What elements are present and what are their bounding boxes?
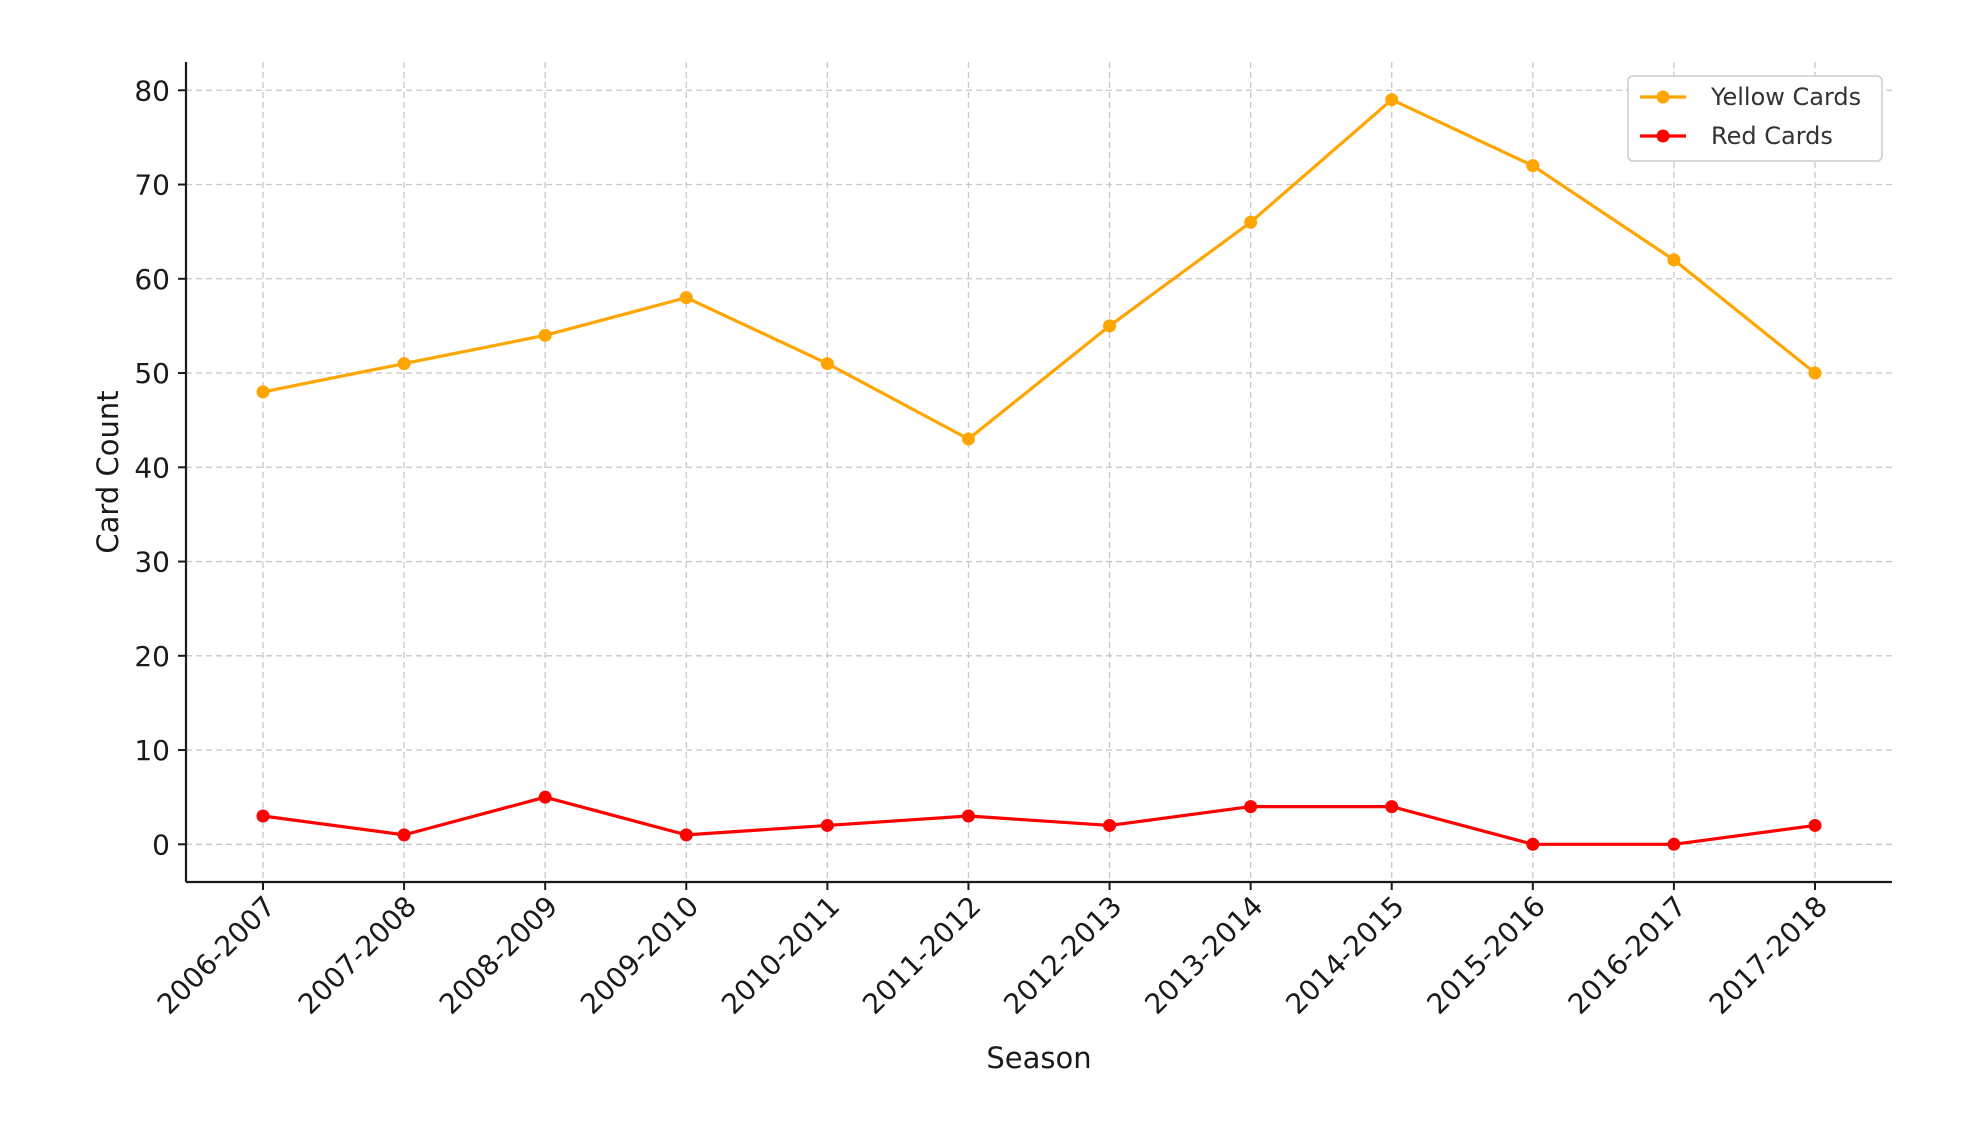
yellow-cards-point: [679, 291, 693, 305]
yellow-cards-legend-marker: [1656, 90, 1670, 104]
x-tick-label: 2016-2017: [1562, 890, 1693, 1021]
y-tick-label: 0: [152, 828, 170, 861]
yellow-cards-point: [961, 432, 975, 446]
x-tick-label: 2017-2018: [1703, 890, 1834, 1021]
y-tick-label: 30: [134, 546, 170, 579]
x-axis-label: Season: [986, 1041, 1091, 1075]
y-tick-label: 60: [134, 263, 170, 296]
yellow-cards-series: [256, 93, 1822, 446]
y-axis-label: Card Count: [91, 390, 125, 553]
yellow-cards-point: [1808, 366, 1822, 380]
yellow-cards-point: [1103, 319, 1117, 333]
y-tick-label: 40: [134, 451, 170, 484]
red-cards-point: [256, 809, 270, 823]
red-cards-legend-marker: [1656, 129, 1670, 143]
red-cards-point: [397, 828, 411, 842]
red-cards-point: [961, 809, 975, 823]
red-cards-point: [820, 818, 834, 832]
x-tick-label: 2014-2015: [1279, 890, 1410, 1021]
series: [256, 93, 1822, 851]
yellow-cards-line: [261, 98, 1817, 441]
x-tick-label: 2012-2013: [997, 890, 1128, 1021]
yellow-cards-legend-label: Yellow Cards: [1710, 83, 1861, 111]
axes: [184, 62, 1892, 884]
x-tick-label: 2008-2009: [433, 890, 564, 1021]
red-cards-point: [538, 790, 552, 804]
red-cards-point: [1244, 800, 1258, 814]
red-cards-series: [256, 790, 1822, 851]
yellow-cards-point: [256, 385, 270, 399]
yellow-cards-point: [1667, 253, 1681, 267]
x-tick-label: 2013-2014: [1138, 890, 1269, 1021]
y-tick-label: 10: [134, 734, 170, 767]
x-tick-label: 2011-2012: [856, 890, 987, 1021]
y-tick-label: 80: [134, 74, 170, 107]
yellow-cards-point: [1526, 159, 1540, 173]
x-tick-label: 2015-2016: [1421, 890, 1552, 1021]
red-cards-line: [261, 795, 1817, 846]
legend-box: [1627, 75, 1883, 162]
red-cards-point: [1103, 818, 1117, 832]
red-cards-point: [1526, 837, 1540, 851]
y-tick-label: 70: [134, 169, 170, 202]
x-tick-label: 2010-2011: [715, 890, 846, 1021]
red-cards-point: [679, 828, 693, 842]
red-cards-point: [1667, 837, 1681, 851]
grid: [186, 62, 1892, 882]
y-ticks: 0 10 20 30 40 50 60 70 80: [134, 74, 186, 861]
legend: Yellow Cards Red Cards: [1627, 75, 1883, 162]
x-tick-label: 2007-2008: [292, 890, 423, 1021]
yellow-cards-point: [1385, 93, 1399, 107]
red-cards-legend-label: Red Cards: [1711, 122, 1833, 150]
yellow-cards-point: [1244, 215, 1258, 229]
yellow-cards-point: [820, 357, 834, 371]
yellow-cards-point: [538, 328, 552, 342]
x-tick-label: 2009-2010: [574, 890, 705, 1021]
y-tick-label: 20: [134, 640, 170, 673]
x-tick-label: 2006-2007: [151, 890, 282, 1021]
y-tick-label: 50: [134, 357, 170, 390]
x-ticks: 2006-2007 2007-2008 2008-2009 2009-2010 2010…: [151, 882, 1834, 1021]
red-cards-point: [1385, 800, 1399, 814]
yellow-cards-point: [397, 357, 411, 371]
red-cards-point: [1808, 818, 1822, 832]
